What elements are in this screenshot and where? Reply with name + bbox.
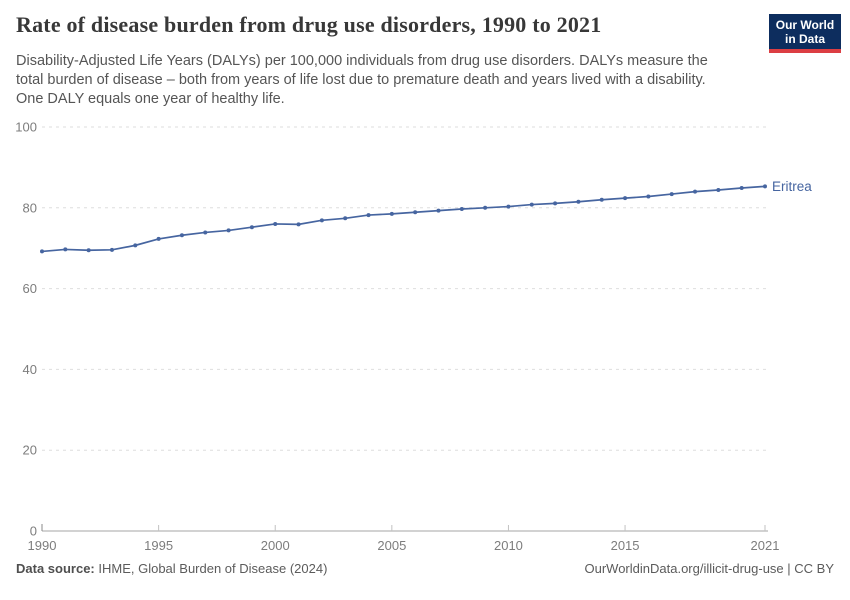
- chart-footer: Data source: IHME, Global Burden of Dise…: [16, 561, 834, 576]
- y-axis-tick-label: 80: [23, 200, 37, 215]
- owid-logo-line2: in Data: [784, 32, 825, 46]
- data-point[interactable]: [179, 233, 184, 238]
- data-point[interactable]: [389, 211, 394, 216]
- data-point[interactable]: [273, 221, 278, 226]
- data-point[interactable]: [553, 201, 558, 206]
- data-point[interactable]: [716, 188, 721, 193]
- chart-subtitle: Disability-Adjusted Life Years (DALYs) p…: [16, 52, 756, 109]
- data-point[interactable]: [693, 189, 698, 194]
- data-point[interactable]: [203, 230, 208, 235]
- owid-logo[interactable]: Our World in Data: [769, 14, 841, 53]
- data-point[interactable]: [529, 202, 534, 207]
- data-point[interactable]: [63, 247, 68, 252]
- series-end-label: Eritrea: [772, 179, 812, 194]
- data-point[interactable]: [226, 228, 231, 233]
- y-axis-tick-label: 60: [23, 281, 37, 296]
- data-source: Data source: IHME, Global Burden of Dise…: [16, 561, 327, 576]
- data-point[interactable]: [249, 225, 254, 230]
- data-point[interactable]: [86, 248, 91, 253]
- data-source-text: IHME, Global Burden of Disease (2024): [94, 561, 328, 576]
- x-axis-tick-label: 2005: [377, 538, 406, 553]
- data-point[interactable]: [109, 247, 114, 252]
- data-source-label: Data source:: [16, 561, 95, 576]
- data-point[interactable]: [459, 207, 464, 212]
- data-point[interactable]: [40, 249, 44, 254]
- y-axis-tick-label: 0: [30, 524, 37, 539]
- data-point[interactable]: [763, 184, 767, 189]
- subtitle-line: Disability-Adjusted Life Years (DALYs) p…: [16, 53, 708, 69]
- data-point[interactable]: [599, 197, 604, 202]
- data-point[interactable]: [133, 243, 138, 248]
- subtitle-line: total burden of disease – both from year…: [16, 72, 706, 88]
- data-point[interactable]: [646, 194, 651, 199]
- data-point[interactable]: [366, 213, 371, 218]
- data-point[interactable]: [576, 199, 581, 204]
- owid-logo-line1: Our World: [775, 18, 835, 32]
- data-point[interactable]: [623, 196, 628, 201]
- data-point[interactable]: [296, 222, 301, 227]
- data-point[interactable]: [483, 205, 488, 210]
- data-point[interactable]: [669, 192, 674, 197]
- data-point[interactable]: [156, 236, 161, 241]
- x-axis-tick-label: 1990: [28, 538, 57, 553]
- trend-line: [41, 185, 766, 253]
- subtitle-line: One DALY equals one year of healthy life…: [16, 91, 285, 107]
- x-axis-tick-label: 2010: [494, 538, 523, 553]
- y-axis-tick-label: 100: [15, 120, 37, 135]
- credit-link[interactable]: OurWorldinData.org/illicit-drug-use | CC…: [584, 561, 835, 576]
- y-axis-tick-label: 40: [23, 362, 37, 377]
- x-axis-tick-label: 2021: [751, 538, 780, 553]
- data-point[interactable]: [413, 210, 418, 215]
- x-axis-tick-label: 1995: [144, 538, 173, 553]
- data-point[interactable]: [343, 216, 348, 221]
- data-point[interactable]: [739, 186, 744, 191]
- x-axis-tick-label: 2000: [261, 538, 290, 553]
- data-point[interactable]: [319, 218, 324, 223]
- page-title: Rate of disease burden from drug use dis…: [16, 12, 602, 37]
- x-axis-tick-label: 2015: [611, 538, 640, 553]
- data-point[interactable]: [436, 208, 441, 213]
- y-axis-tick-label: 20: [23, 443, 37, 458]
- data-point[interactable]: [506, 204, 511, 209]
